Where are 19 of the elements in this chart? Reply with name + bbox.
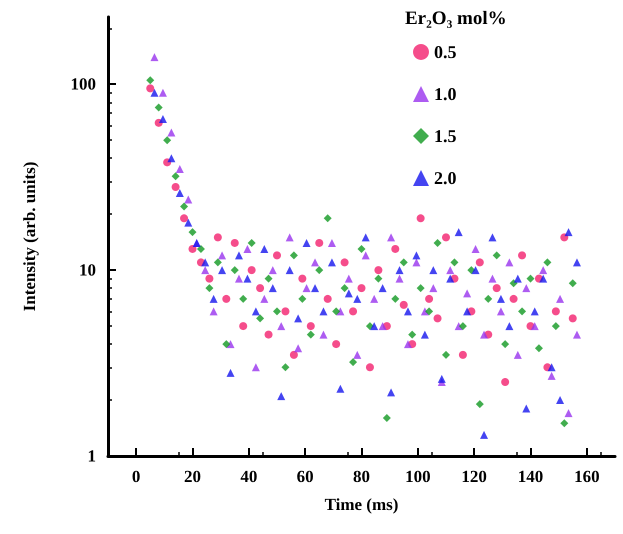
legend-label: 1.0 [434, 84, 456, 104]
x-tick-label: 80 [353, 467, 370, 486]
legend-label: 0.5 [434, 42, 456, 62]
x-tick-label: 120 [461, 467, 487, 486]
x-tick-label: 160 [574, 467, 600, 486]
y-axis-title: Intensity (arb. units) [20, 162, 39, 312]
x-tick-label: 100 [405, 467, 431, 486]
y-tick-label: 10 [79, 260, 96, 280]
legend-label: 1.5 [434, 126, 456, 146]
x-tick-label: 40 [240, 467, 258, 486]
x-tick-label: 60 [296, 467, 314, 486]
x-tick-label: 20 [184, 467, 201, 486]
x-tick-label: 140 [518, 467, 544, 486]
y-tick-label: 100 [70, 74, 96, 94]
legend-title: Er₂O₃ mol% [405, 8, 507, 29]
x-axis-title: Time (ms) [324, 495, 398, 514]
legend-label: 2.0 [434, 168, 456, 188]
y-tick-label: 1 [88, 446, 96, 466]
x-tick-label: 0 [132, 467, 140, 486]
